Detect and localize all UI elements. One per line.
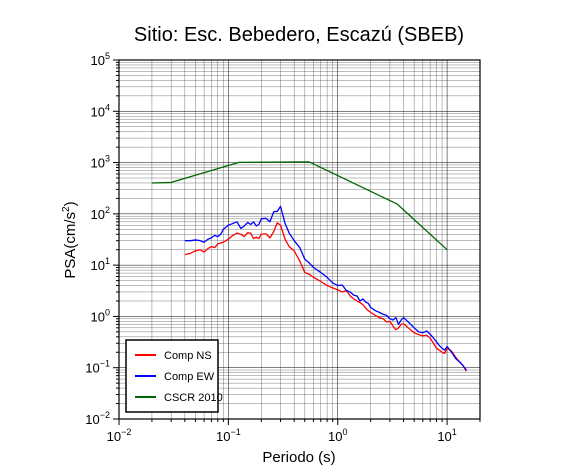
x-tick-labels: 10−2 10−1 100 101 [107,427,457,444]
legend-label-ew: Comp EW [164,371,215,383]
x-tick-label: 10−2 [107,427,132,444]
series-line-1 [184,205,467,371]
y-tick-label: 102 [91,205,110,222]
x-tick-label: 10−1 [216,427,241,444]
y-axis-label-main: PSA(cm/s [62,212,79,279]
legend-label-cscr: CSCR 2010 [164,392,223,404]
x-tick-label: 101 [437,427,456,444]
legend-label-ns: Comp NS [164,350,212,362]
legend: Comp NS Comp EW CSCR 2010 [125,339,223,413]
y-tick-label: 10−2 [85,410,110,427]
y-tick-label: 10−1 [85,359,110,376]
series-layer [151,161,467,372]
y-tick-label: 105 [91,51,110,68]
y-tick-label: 101 [91,256,110,273]
y-axis-label-close: ) [62,201,79,206]
series-line-0 [184,222,467,372]
series-line-2 [151,161,448,251]
y-axis-label: PSA(cm/s2) [61,201,79,278]
plot-frame [118,59,481,420]
x-axis-label: Periodo (s) [262,449,335,466]
y-tick-label: 104 [91,102,110,119]
y-tick-label: 100 [91,307,110,324]
y-tick-label: 103 [91,154,110,171]
y-axis-label-superscript: 2 [61,206,72,212]
y-tick-labels: 10−2 10−1 100 101 102 103 104 105 [85,51,110,427]
x-tick-label: 100 [328,427,347,444]
chart-title: Sitio: Esc. Bebedero, Escazú (SBEB) [134,24,464,46]
